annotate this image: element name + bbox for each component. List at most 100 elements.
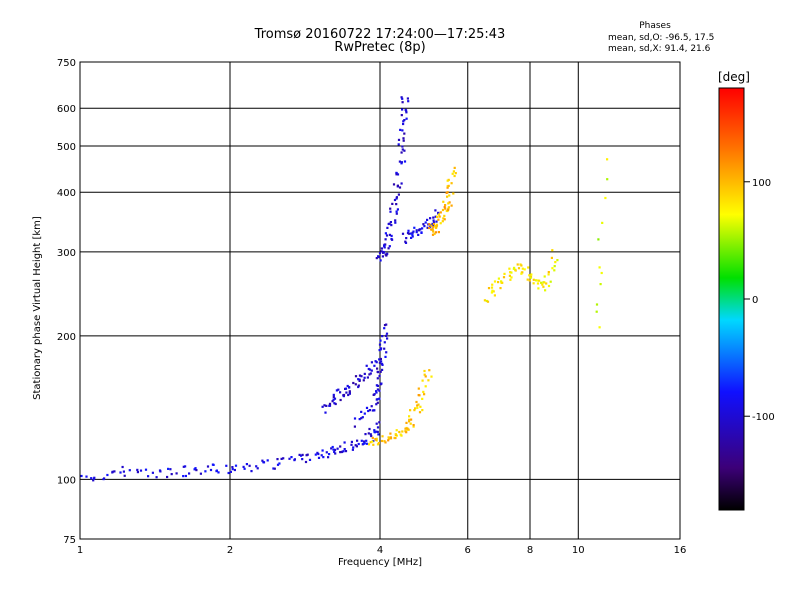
data-point bbox=[492, 290, 495, 293]
data-point bbox=[500, 280, 503, 283]
data-point bbox=[301, 453, 304, 456]
data-point bbox=[362, 379, 365, 382]
data-point bbox=[233, 468, 236, 472]
data-point bbox=[376, 443, 380, 446]
data-point bbox=[308, 458, 312, 461]
data-point bbox=[403, 160, 407, 163]
data-point bbox=[523, 268, 526, 271]
data-point bbox=[370, 434, 373, 438]
data-point bbox=[435, 226, 438, 229]
data-point bbox=[443, 214, 446, 217]
data-point bbox=[375, 430, 378, 433]
data-point bbox=[397, 193, 400, 196]
data-point bbox=[368, 368, 372, 371]
data-point bbox=[404, 240, 407, 243]
data-point bbox=[431, 233, 435, 236]
data-point bbox=[527, 266, 530, 269]
data-point bbox=[382, 250, 385, 254]
data-point bbox=[502, 276, 506, 279]
data-point bbox=[421, 379, 424, 382]
data-point bbox=[454, 172, 457, 175]
data-point bbox=[401, 129, 404, 132]
x-tick-label: 8 bbox=[527, 545, 533, 556]
data-point bbox=[320, 454, 323, 457]
data-point bbox=[521, 267, 524, 270]
data-point bbox=[290, 456, 293, 459]
data-point bbox=[227, 471, 230, 475]
data-point bbox=[139, 469, 143, 472]
data-point bbox=[404, 108, 407, 111]
data-point bbox=[554, 261, 557, 264]
data-point bbox=[389, 436, 392, 439]
data-point bbox=[358, 374, 362, 377]
data-point bbox=[215, 469, 218, 472]
data-point bbox=[337, 388, 340, 391]
data-point bbox=[376, 401, 379, 404]
x-tick-label: 4 bbox=[377, 545, 383, 556]
data-point bbox=[188, 472, 191, 475]
data-point bbox=[354, 444, 357, 447]
data-point bbox=[398, 430, 401, 434]
data-point bbox=[358, 378, 361, 381]
data-point bbox=[325, 404, 328, 407]
data-point bbox=[373, 393, 376, 396]
data-point bbox=[182, 465, 185, 468]
data-point bbox=[350, 443, 353, 446]
data-point bbox=[155, 476, 158, 479]
data-point bbox=[368, 427, 371, 431]
data-point bbox=[368, 373, 371, 376]
data-point bbox=[430, 375, 433, 378]
data-point bbox=[147, 475, 150, 478]
data-point bbox=[368, 409, 371, 412]
data-point bbox=[415, 229, 418, 232]
data-point bbox=[363, 376, 366, 379]
colorbar-tick-label: -100 bbox=[752, 412, 775, 423]
data-point bbox=[261, 459, 264, 462]
data-point bbox=[520, 264, 523, 267]
x-tick-label: 10 bbox=[572, 545, 585, 556]
data-point bbox=[485, 299, 488, 303]
data-point bbox=[339, 451, 342, 454]
data-point bbox=[389, 432, 392, 435]
data-point bbox=[401, 148, 404, 151]
data-point bbox=[377, 255, 380, 258]
data-point bbox=[412, 425, 415, 428]
data-point bbox=[395, 196, 398, 199]
data-point bbox=[401, 145, 404, 148]
data-point bbox=[424, 375, 427, 378]
data-point bbox=[199, 472, 202, 475]
data-point bbox=[394, 433, 397, 436]
data-point bbox=[347, 393, 350, 397]
data-point bbox=[378, 397, 381, 400]
data-point bbox=[361, 416, 364, 419]
data-point bbox=[348, 386, 351, 389]
data-point bbox=[340, 450, 343, 454]
data-point bbox=[376, 384, 379, 387]
data-point bbox=[383, 440, 386, 443]
data-point bbox=[545, 282, 548, 285]
data-point bbox=[407, 100, 410, 103]
data-point bbox=[499, 287, 502, 290]
data-point bbox=[453, 166, 456, 169]
data-point bbox=[409, 232, 412, 235]
data-point bbox=[443, 206, 446, 209]
data-point bbox=[445, 191, 448, 194]
data-point bbox=[351, 448, 354, 451]
data-point bbox=[343, 441, 346, 444]
data-point bbox=[378, 421, 381, 424]
data-point bbox=[113, 470, 116, 473]
plot-points bbox=[80, 96, 609, 482]
data-point bbox=[380, 250, 383, 253]
data-point bbox=[396, 184, 399, 187]
data-point bbox=[433, 232, 436, 235]
data-point bbox=[430, 224, 433, 227]
data-point bbox=[376, 430, 379, 433]
data-point bbox=[363, 372, 366, 375]
data-point bbox=[365, 364, 368, 367]
data-point bbox=[537, 287, 540, 290]
data-point bbox=[448, 201, 451, 204]
data-point bbox=[250, 470, 253, 473]
data-point bbox=[383, 243, 386, 246]
data-point bbox=[424, 385, 427, 388]
